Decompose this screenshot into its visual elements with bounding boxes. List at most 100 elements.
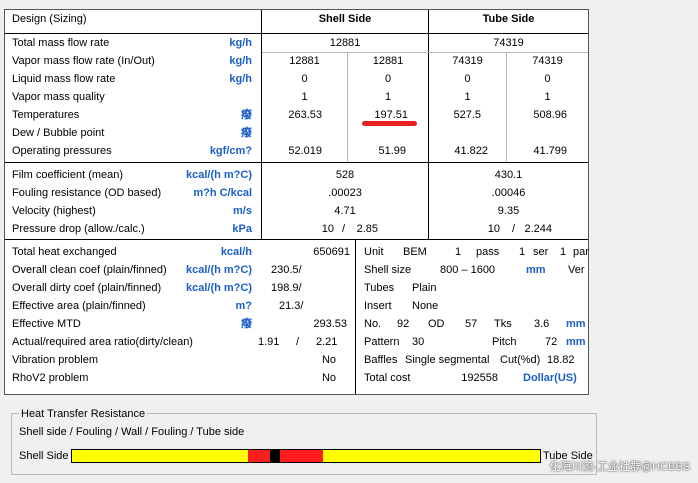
unit-label: kcal/h	[220, 246, 252, 258]
geom-label: OD	[428, 318, 445, 330]
row-label: Dew / Bubble point	[12, 127, 105, 139]
vibration-value: No	[321, 354, 336, 366]
unit-label: kg/h	[229, 73, 252, 85]
unit-label: kcal/(h m?C)	[185, 169, 252, 181]
tube-in-value: 0	[464, 73, 471, 85]
insert-value: None	[412, 300, 439, 312]
row-label: Fouling resistance (OD based)	[12, 187, 162, 199]
unit-label: 癈	[241, 318, 252, 330]
shell-out-value: 51.99	[378, 145, 406, 157]
row-label: Vapor mass quality	[12, 91, 105, 103]
tube-in-value: 74319	[452, 55, 483, 67]
tube-side-label: Tube Side	[543, 450, 593, 462]
red-underline-mark	[362, 121, 417, 126]
geom-label: Baffles	[364, 354, 398, 366]
orientation-value: Ver	[568, 264, 585, 276]
tube-out-value: 41.799	[533, 145, 567, 157]
shell-value: 4.71	[334, 205, 356, 217]
baffle-type-value: Single segmental	[405, 354, 490, 366]
total-cost-value: 192558	[461, 372, 498, 384]
tube-calc-value: 2.244	[524, 223, 552, 235]
shell-out-value: 12881	[372, 55, 404, 67]
shell-in-value: 0	[301, 73, 308, 85]
separator: /	[342, 223, 346, 235]
group-title: Heat Transfer Resistance	[19, 407, 148, 421]
unit-label: kPa	[232, 223, 252, 235]
geom-label: Pitch	[492, 336, 517, 348]
ser-count: 1	[519, 246, 526, 258]
unit-label: 癈	[241, 127, 252, 139]
dirty-coef-value: 198.9/	[271, 282, 302, 294]
tube-out-value: 1	[544, 91, 551, 103]
total-heat-value: 650691	[313, 246, 350, 258]
shell-in-value: 52.019	[288, 145, 322, 157]
row-label: Effective MTD	[12, 318, 81, 330]
tube-in-value: 527.5	[453, 109, 481, 121]
separator: /	[512, 223, 516, 235]
separator: /	[296, 336, 300, 348]
tube-out-value: 508.96	[533, 109, 567, 121]
divider	[428, 10, 429, 239]
row-label: Liquid mass flow rate	[12, 73, 116, 85]
row-label: Overall clean coef (plain/finned)	[12, 264, 167, 276]
divider	[5, 239, 588, 240]
geom-label: par	[573, 246, 589, 258]
unit-label: kg/h	[229, 55, 252, 67]
tema-type: BEM	[403, 246, 427, 258]
geom-label: Shell size	[364, 264, 412, 276]
shell-size-value: 800 – 1600	[440, 264, 496, 276]
row-label: RhoV2 problem	[12, 372, 89, 384]
ratio-clean-value: 2.21	[316, 336, 338, 348]
tube-fouling-segment	[280, 450, 323, 462]
shell-fouling-segment	[248, 450, 270, 462]
divider	[347, 52, 348, 162]
divider	[355, 239, 356, 394]
shell-value: 12881	[329, 37, 361, 49]
row-label: Vapor mass flow rate (In/Out)	[12, 55, 155, 67]
tube-out-value: 74319	[532, 55, 563, 67]
shell-side-label: Shell Side	[19, 450, 69, 462]
unit-label: m/s	[233, 205, 252, 217]
shell-out-value: 0	[384, 73, 392, 85]
unit-label: mm	[566, 336, 586, 348]
shell-in-value: 263.53	[288, 109, 322, 121]
watermark: 化海川流-工业社群@HCBBS	[549, 461, 690, 473]
wall-segment	[270, 450, 280, 462]
tube-side-header: Tube Side	[482, 13, 535, 25]
results-panel	[4, 9, 589, 395]
tube-value: 74319	[493, 37, 524, 49]
shell-value: .00023	[328, 187, 362, 199]
mtd-value: 293.53	[313, 318, 347, 330]
eff-area-value: 21.3/	[279, 300, 304, 312]
unit-label: m?	[235, 300, 253, 312]
par-count: 1	[560, 246, 567, 258]
shell-out-value: 197.51	[374, 109, 408, 121]
clean-coef-value: 230.5/	[271, 264, 302, 276]
divider	[506, 52, 507, 162]
row-label: Total heat exchanged	[12, 246, 117, 258]
geom-label: pass	[476, 246, 500, 258]
unit-label: kg/h	[229, 37, 252, 49]
row-label: Vibration problem	[12, 354, 99, 366]
tube-in-value: 1	[464, 91, 471, 103]
page-title: Design (Sizing)	[12, 13, 87, 25]
unit-label: Dollar(US)	[523, 372, 577, 384]
unit-label: 癈	[241, 109, 252, 121]
tube-value: 430.1	[494, 169, 523, 181]
unit-label: m?h C/kcal	[193, 187, 252, 199]
tube-count-value: 92	[397, 318, 410, 330]
shell-in-value: 12881	[289, 55, 320, 67]
ratio-dirty-value: 1.91	[258, 336, 280, 348]
shell-value: 528	[335, 169, 355, 181]
geom-label: Insert	[364, 300, 392, 312]
shell-in-value: 1	[301, 91, 308, 103]
shell-out-value: 1	[384, 91, 392, 103]
shell-allow-value: 10	[321, 223, 334, 235]
geom-label: Tubes	[364, 282, 395, 294]
tks-value: 3.6	[534, 318, 550, 330]
unit-label: mm	[526, 264, 546, 276]
row-label: Temperatures	[12, 109, 80, 121]
geom-label: Tks	[494, 318, 512, 330]
rhov2-value: No	[321, 372, 336, 384]
geom-label: Total cost	[364, 372, 411, 384]
